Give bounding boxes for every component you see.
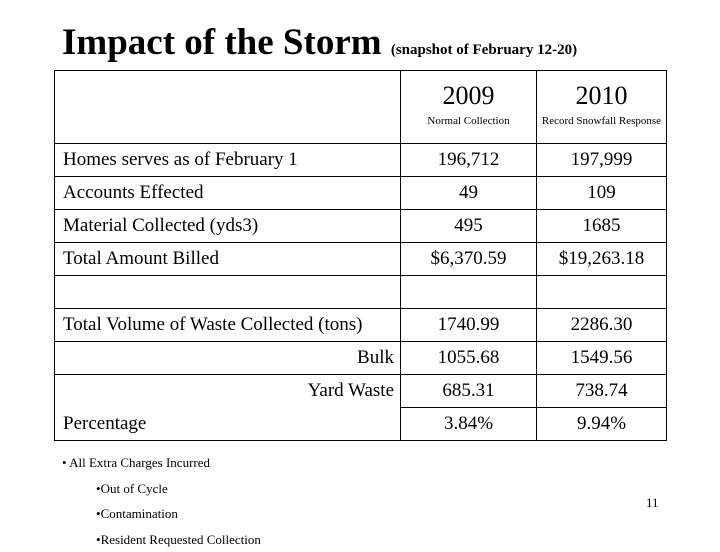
header-year: 2009 <box>401 71 536 111</box>
table-row: Yard Waste 685.31 738.74 <box>55 375 667 408</box>
table-row: Bulk 1055.68 1549.56 <box>55 342 667 375</box>
note-main: All Extra Charges Incurred <box>69 455 210 470</box>
value-2010: 197,999 <box>537 144 667 177</box>
table-header-row: 2009 Normal Collection 2010 Record Snowf… <box>55 71 667 144</box>
title-subtitle: (snapshot of February 12-20) <box>391 42 577 58</box>
spacer-cell <box>401 276 537 309</box>
table-row: Total Volume of Waste Collected (tons) 1… <box>55 309 667 342</box>
value-2010: 1549.56 <box>537 342 667 375</box>
table-row: Material Collected (yds3) 495 1685 <box>55 210 667 243</box>
note-item: Out of Cycle <box>101 481 168 496</box>
header-2009: 2009 Normal Collection <box>401 71 537 144</box>
value-2009: 3.84% <box>401 408 537 441</box>
value-2009: 685.31 <box>401 375 537 408</box>
list-item: •Out of Cycle <box>62 476 261 502</box>
value-2010: 109 <box>537 177 667 210</box>
note-item: Contamination <box>101 506 178 521</box>
value-2010: 9.94% <box>537 408 667 441</box>
spacer-cell <box>537 276 667 309</box>
row-label: Homes serves as of February 1 <box>55 144 401 177</box>
table-row: Homes serves as of February 1 196,712 19… <box>55 144 667 177</box>
table-spacer-row <box>55 276 667 309</box>
header-sublabel: Normal Collection <box>401 111 536 128</box>
header-2010: 2010 Record Snowfall Response <box>537 71 667 144</box>
table-row: Total Amount Billed $6,370.59 $19,263.18 <box>55 243 667 276</box>
value-2010: 2286.30 <box>537 309 667 342</box>
list-item: • All Extra Charges Incurred <box>62 450 261 476</box>
value-2009: 1740.99 <box>401 309 537 342</box>
slide-title: Impact of the Storm (snapshot of Februar… <box>62 20 577 73</box>
title-main: Impact of the Storm <box>62 22 382 63</box>
value-2010: $19,263.18 <box>537 243 667 276</box>
value-2009: 1055.68 <box>401 342 537 375</box>
value-2009: 196,712 <box>401 144 537 177</box>
spacer-cell <box>55 276 401 309</box>
value-2009: 495 <box>401 210 537 243</box>
page-number: 11 <box>646 495 659 511</box>
storm-impact-table: 2009 Normal Collection 2010 Record Snowf… <box>54 70 667 441</box>
notes-list: • All Extra Charges Incurred •Out of Cyc… <box>62 450 261 552</box>
value-2010: 1685 <box>537 210 667 243</box>
header-empty-cell <box>55 71 401 144</box>
note-item: Resident Requested Collection <box>101 532 261 547</box>
header-sublabel: Record Snowfall Response <box>537 111 666 128</box>
row-label: Material Collected (yds3) <box>55 210 401 243</box>
value-2009: $6,370.59 <box>401 243 537 276</box>
value-2009: 49 <box>401 177 537 210</box>
row-label: Percentage <box>55 408 401 441</box>
value-2010: 738.74 <box>537 375 667 408</box>
row-label: Yard Waste <box>55 375 401 408</box>
row-label: Total Amount Billed <box>55 243 401 276</box>
table-row: Accounts Effected 49 109 <box>55 177 667 210</box>
row-label: Accounts Effected <box>55 177 401 210</box>
header-year: 2010 <box>537 71 666 111</box>
table-row: Percentage 3.84% 9.94% <box>55 408 667 441</box>
row-label: Total Volume of Waste Collected (tons) <box>55 309 401 342</box>
list-item: •Contamination <box>62 501 261 527</box>
row-label: Bulk <box>55 342 401 375</box>
list-item: •Resident Requested Collection <box>62 527 261 552</box>
